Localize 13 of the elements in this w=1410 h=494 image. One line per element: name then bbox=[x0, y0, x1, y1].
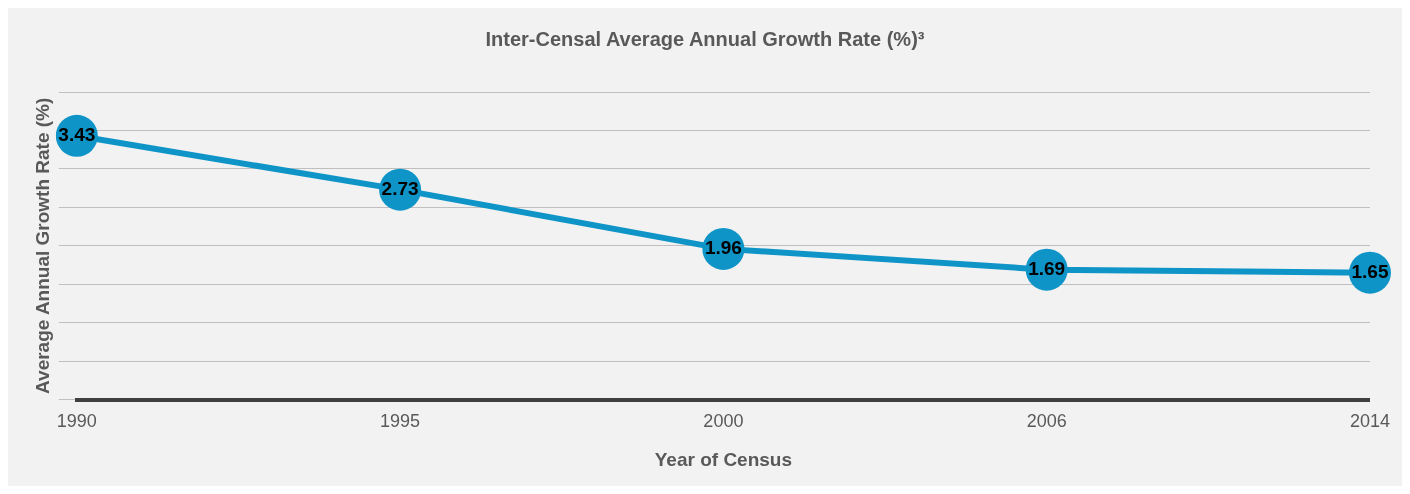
data-label: 1.69 bbox=[1028, 257, 1066, 279]
data-label: 1.65 bbox=[1351, 260, 1389, 282]
x-axis-title: Year of Census bbox=[654, 448, 793, 470]
data-label: 2.73 bbox=[381, 177, 419, 199]
data-label: 3.43 bbox=[58, 124, 96, 146]
x-tick-label: 2000 bbox=[703, 411, 744, 432]
x-tick-label: 2006 bbox=[1026, 411, 1067, 432]
data-label: 1.96 bbox=[704, 237, 742, 259]
y-axis-title: Average Annual Growth Rate (%) bbox=[31, 97, 53, 394]
x-tick-label: 2014 bbox=[1349, 411, 1390, 432]
chart-title: Inter-Censal Average Annual Growth Rate (%)³ bbox=[485, 27, 925, 50]
x-tick-label: 1990 bbox=[56, 411, 97, 432]
x-tick-label: 1995 bbox=[380, 411, 421, 432]
